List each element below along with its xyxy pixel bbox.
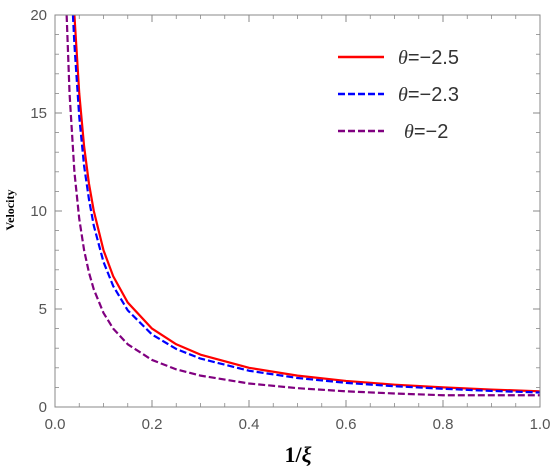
y-tick-label: 10 [30, 203, 47, 220]
series-line-1 [73, 15, 540, 393]
x-tick-label: 0.4 [239, 416, 260, 433]
x-tick-label: 0.2 [142, 416, 163, 433]
y-axis-label: Velocity [3, 190, 17, 231]
series-layer [65, 15, 540, 397]
y-tick-label: 20 [30, 7, 47, 24]
legend-label-3: θ=−2 [404, 121, 448, 143]
x-tick-label: 0.8 [433, 416, 454, 433]
series-line-2 [71, 15, 540, 394]
series-line-3 [65, 15, 540, 397]
x-axis-label: 1/ξ [284, 442, 311, 467]
x-tick-label: 1.0 [530, 416, 550, 433]
plot-frame [54, 14, 541, 408]
y-tick-label: 15 [30, 105, 47, 122]
legend: θ=−2.5 θ=−2.3 θ=−2 [338, 47, 459, 143]
axes-frame [54, 14, 541, 408]
legend-label-1: θ=−2.5 [398, 47, 459, 69]
y-tick-label: 0 [39, 399, 47, 416]
x-tick-label: 0.0 [45, 416, 66, 433]
x-tick-label: 0.6 [336, 416, 357, 433]
legend-label-2: θ=−2.3 [398, 84, 459, 106]
y-tick-label: 5 [39, 301, 47, 318]
axis-ticks: 0.0 0.2 0.4 0.6 0.8 1.0 0 5 10 15 20 [30, 7, 550, 433]
